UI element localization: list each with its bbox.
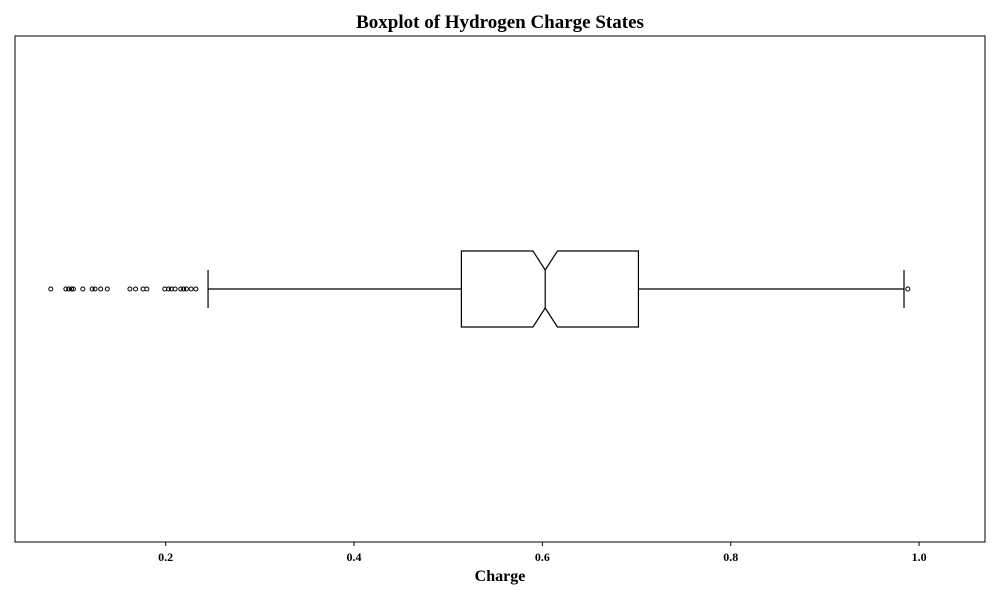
chart-title: Boxplot of Hydrogen Charge States — [356, 12, 644, 33]
outlier-point — [48, 286, 54, 292]
outlier-group — [48, 286, 911, 292]
x-tick-label: 0.6 — [535, 550, 550, 564]
outlier-point — [193, 286, 199, 292]
outlier-point — [127, 286, 133, 292]
outlier-point — [144, 286, 150, 292]
outlier-point — [66, 286, 72, 292]
outlier-point — [133, 286, 139, 292]
outlier-point — [166, 286, 172, 292]
outlier-point — [905, 286, 911, 292]
outlier-point — [63, 286, 69, 292]
x-tick-label: 0.4 — [347, 550, 362, 564]
x-axis-label: Charge — [475, 568, 526, 585]
outlier-point — [70, 286, 76, 292]
outlier-point — [92, 286, 98, 292]
plot-frame — [14, 35, 986, 543]
outlier-point — [188, 286, 194, 292]
outlier-point — [181, 286, 187, 292]
outlier-point — [172, 286, 178, 292]
notched-box — [460, 250, 640, 328]
box-group — [207, 250, 905, 328]
x-tick-label: 1.0 — [912, 550, 927, 564]
outlier-point — [104, 286, 110, 292]
outlier-point — [183, 286, 189, 292]
x-tick-label: 0.2 — [158, 550, 173, 564]
outlier-point — [98, 286, 104, 292]
outlier-point — [178, 286, 184, 292]
outlier-point — [69, 286, 75, 292]
outlier-point — [89, 286, 95, 292]
x-axis: 0.2 0.4 0.6 0.8 1.0 — [158, 542, 927, 564]
outlier-point — [80, 286, 86, 292]
x-tick-label: 0.8 — [723, 550, 738, 564]
